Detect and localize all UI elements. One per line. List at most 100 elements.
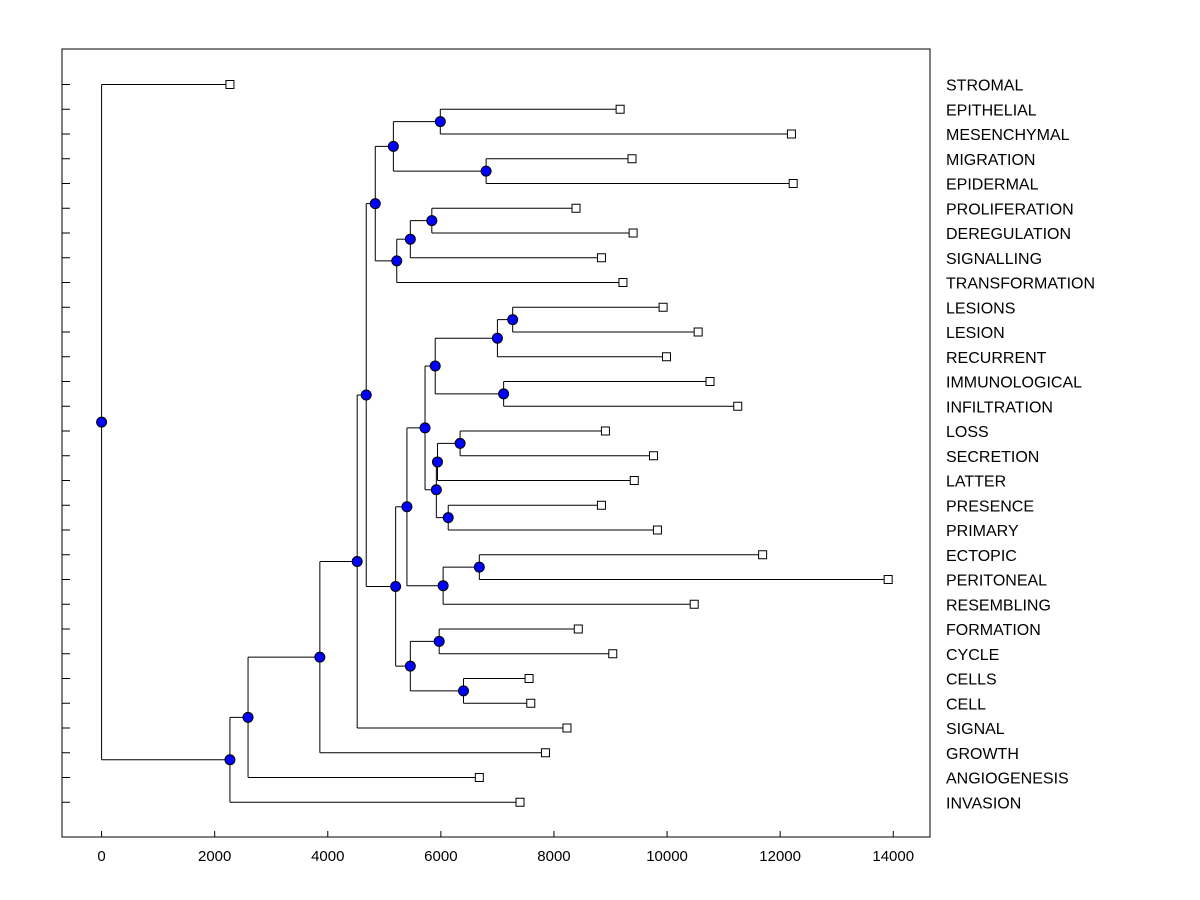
leaf-label-lesions: LESIONS (946, 300, 1015, 317)
leaf-marker-angiogenesis (474, 773, 484, 782)
merge-node-n3 (387, 140, 399, 152)
merge-node-n21 (457, 685, 469, 697)
leaf-label-mesenchymal: MESENCHYMAL (946, 127, 1070, 144)
leaf-marker-transformation (618, 278, 628, 287)
leaf-marker-proliferation (571, 203, 581, 213)
leaf-label-growth: GROWTH (946, 746, 1019, 763)
leaf-label-latter: LATTER (946, 474, 1006, 491)
dendrogram-branches (101, 84, 889, 803)
leaf-marker-resembling (689, 599, 699, 609)
leaf-label-cycle: CYCLE (946, 647, 999, 664)
merge-node-n27 (242, 711, 254, 723)
x-tick-label-14000: 14000 (872, 848, 914, 865)
leaf-label-loss: LOSS (946, 424, 989, 441)
merge-node-n22 (404, 660, 416, 672)
leaf-marker-migration (627, 154, 637, 164)
leaf-marker-signal (562, 723, 572, 733)
merge-node-n14 (442, 512, 454, 524)
merge-node-n29 (96, 416, 108, 428)
leaf-label-lesion: LESION (946, 325, 1005, 342)
leaf-label-transformation: TRANSFORMATION (946, 276, 1095, 293)
leaf-label-presence: PRESENCE (946, 498, 1034, 515)
merge-node-n11 (429, 360, 441, 372)
leaf-marker-cycle (608, 649, 618, 659)
merge-node-n18 (437, 580, 449, 592)
leaf-label-epidermal: EPIDERMAL (946, 177, 1039, 194)
x-tick-label-2000: 2000 (198, 848, 231, 865)
leaf-marker-loss (600, 426, 610, 436)
x-tick-label-8000: 8000 (537, 848, 570, 865)
leaf-marker-lesion (693, 327, 703, 337)
merge-node-n2 (480, 165, 492, 177)
merge-node-n24 (360, 389, 372, 401)
leaf-label-stromal: STROMAL (946, 78, 1023, 95)
leaf-label-migration: MIGRATION (946, 152, 1035, 169)
leaf-markers (225, 80, 893, 807)
x-tick-label-4000: 4000 (311, 848, 344, 865)
merge-node-n28 (224, 754, 236, 766)
merge-node-n7 (369, 198, 381, 210)
leaf-marker-growth (540, 748, 550, 758)
merge-node-n12 (454, 437, 466, 449)
leaf-label-signalling: SIGNALLING (946, 251, 1042, 268)
leaf-marker-deregulation (628, 228, 638, 238)
leaf-marker-mesenchymal (786, 129, 796, 139)
merge-node-markers (96, 116, 519, 766)
leaf-marker-recurrent (661, 352, 671, 362)
leaf-marker-epithelial (615, 104, 625, 114)
leaf-labels: STROMAL EPITHELIAL MESENCHYMAL MIGRATION EPI… (946, 78, 1095, 813)
leaf-marker-primary (652, 525, 662, 535)
x-axis: 0 2000 4000 6000 8000 10000 12000 14000 (97, 831, 914, 865)
leaf-label-formation: FORMATION (946, 622, 1041, 639)
leaf-label-invasion: INVASION (946, 795, 1021, 812)
leaf-label-infiltration: INFILTRATION (946, 399, 1053, 416)
plot-frame (61, 48, 931, 838)
leaf-marker-signalling (596, 253, 606, 263)
merge-node-n20 (433, 635, 445, 647)
leaf-marker-peritoneal (883, 575, 893, 584)
merge-node-n25 (351, 556, 363, 568)
leaf-label-proliferation: PROLIFERATION (946, 201, 1074, 218)
leaf-marker-lesions (658, 302, 668, 312)
merge-node-n6 (391, 255, 403, 267)
leaf-label-cell: CELL (946, 696, 986, 713)
merge-node-n4 (426, 215, 438, 227)
leaf-marker-ectopic (758, 550, 768, 560)
leaf-label-angiogenesis: ANGIOGENESIS (946, 771, 1069, 788)
leaf-label-cells: CELLS (946, 672, 997, 689)
leaf-marker-immunological (705, 377, 715, 386)
leaf-label-signal: SIGNAL (946, 721, 1005, 738)
leaf-label-peritoneal: PERITONEAL (946, 573, 1047, 590)
x-tick-label-0: 0 (97, 848, 105, 865)
leaf-label-deregulation: DEREGULATION (946, 226, 1071, 243)
x-tick-label-10000: 10000 (646, 848, 688, 865)
leaf-marker-cell (526, 698, 536, 708)
leaf-marker-secretion (648, 451, 658, 461)
merge-node-n10 (498, 388, 510, 400)
merge-node-n19 (401, 501, 413, 513)
merge-node-n15 (430, 484, 442, 496)
merge-node-n23 (390, 580, 402, 592)
leaf-label-primary: PRIMARY (946, 523, 1019, 540)
merge-node-n13 (431, 456, 443, 468)
merge-node-n17 (473, 561, 485, 573)
leaf-label-immunological: IMMUNOLOGICAL (946, 375, 1082, 392)
x-tick-label-12000: 12000 (759, 848, 801, 865)
leaf-marker-invasion (515, 797, 525, 807)
y-axis-ticks (62, 84, 70, 803)
merge-node-n26 (314, 651, 326, 663)
leaf-marker-stromal (225, 80, 235, 89)
leaf-label-resembling: RESEMBLING (946, 597, 1051, 614)
merge-node-n1 (434, 116, 446, 128)
leaf-label-ectopic: ECTOPIC (946, 548, 1017, 565)
merge-node-n16 (419, 422, 431, 434)
leaf-marker-epidermal (788, 179, 798, 188)
leaf-marker-cells (524, 674, 534, 683)
leaf-marker-formation (573, 624, 583, 634)
merge-node-n8 (507, 314, 519, 326)
leaf-label-epithelial: EPITHELIAL (946, 102, 1037, 119)
leaf-label-secretion: SECRETION (946, 449, 1039, 466)
x-tick-label-6000: 6000 (424, 848, 457, 865)
merge-node-n5 (404, 233, 416, 245)
leaf-marker-presence (596, 500, 606, 510)
